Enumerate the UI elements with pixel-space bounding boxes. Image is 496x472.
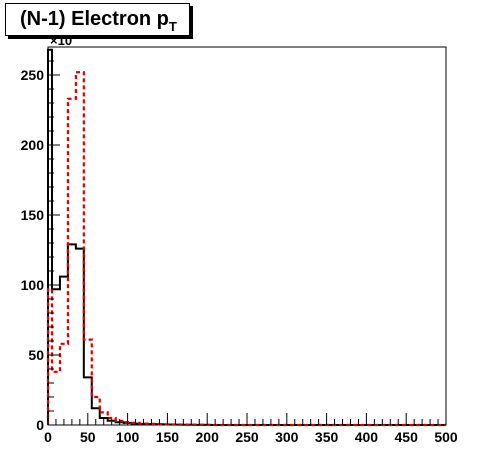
x-tick-label: 300: [275, 429, 299, 445]
x-tick-label: 150: [156, 429, 180, 445]
y-tick-label: 0: [36, 417, 44, 433]
x-tick-label: 0: [44, 429, 52, 445]
chart-title-main: (N-1) Electron p: [20, 8, 169, 30]
y-tick-label: 50: [28, 347, 44, 363]
x-tick-label: 250: [235, 429, 259, 445]
y-tick-label: 250: [21, 67, 45, 83]
x-tick-label: 200: [196, 429, 220, 445]
title-box: (N-1) Electron pT: [5, 3, 190, 36]
x-tick-label: 450: [395, 429, 419, 445]
plot-frame: [47, 46, 447, 426]
x-tick-label: 350: [315, 429, 339, 445]
y-tick-label: 200: [21, 137, 45, 153]
title-box-shadow-right: [190, 6, 193, 39]
x-tick-label: 500: [434, 429, 458, 445]
axis-layer: 0 50 100 150 200 250 300 350 400 450 500 0 50 100 150 2…: [21, 33, 458, 445]
x-tick-label: 100: [116, 429, 140, 445]
chart-title: (N-1) Electron pT: [20, 8, 177, 34]
plot-area-border: [47, 46, 447, 426]
x-tick-label: 400: [355, 429, 379, 445]
chart-title-subscript: T: [168, 19, 177, 34]
x-tick-label: 50: [80, 429, 96, 445]
series-layer: [46, 48, 446, 427]
title-box-shadow-bottom: [8, 36, 193, 39]
series-1-line: [46, 71, 446, 427]
y-tick-label: 100: [21, 277, 45, 293]
y-tick-label: 150: [21, 207, 45, 223]
series-0-line: [47, 48, 446, 426]
